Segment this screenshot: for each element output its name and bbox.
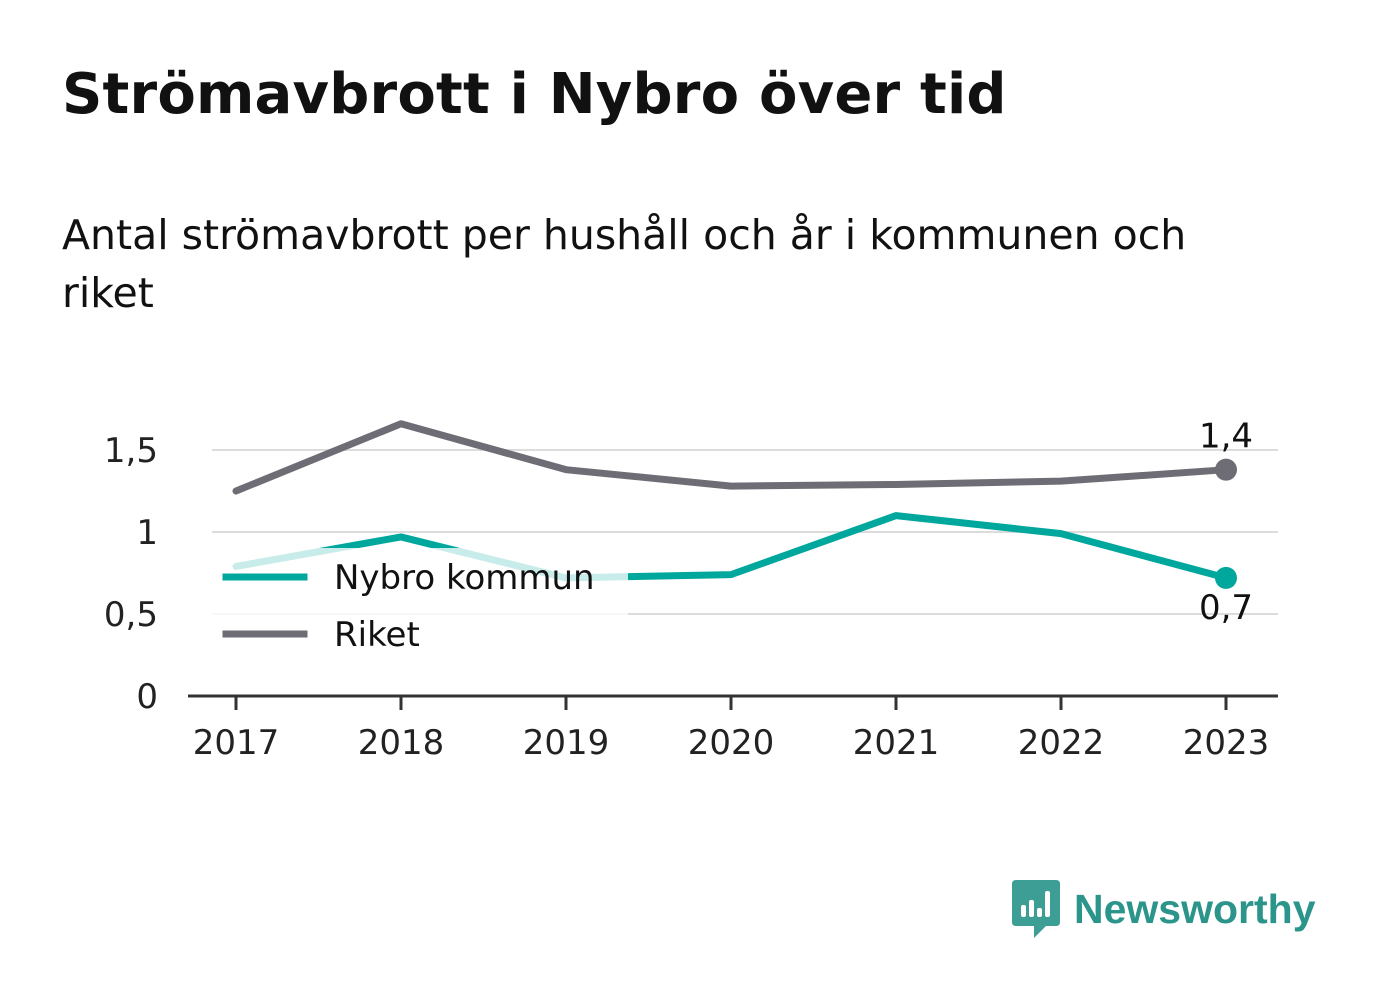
end-value-label: 0,7 — [1199, 588, 1253, 628]
x-tick-label: 2022 — [1018, 723, 1105, 763]
series-end-point — [1215, 458, 1237, 481]
newsworthy-brand: Newsworthy — [1010, 878, 1316, 940]
end-value-label: 1,4 — [1199, 417, 1253, 457]
chart-title: Strömavbrott i Nybro över tid — [62, 62, 1007, 127]
x-tick-label: 2017 — [193, 723, 280, 763]
x-axis — [188, 694, 1278, 710]
legend: Nybro kommun Riket — [200, 548, 628, 664]
x-tick-label: 2018 — [358, 723, 445, 763]
legend-label: Riket — [334, 615, 420, 655]
end-labels: 0,7 1,4 — [1199, 417, 1253, 628]
series-lines — [232, 420, 1237, 589]
newsworthy-logo-icon — [1012, 880, 1060, 938]
series-end-point — [1215, 566, 1237, 589]
x-tick-label: 2019 — [523, 723, 610, 763]
y-tick-label: 1,5 — [104, 431, 158, 471]
y-tick-label: 1 — [136, 513, 158, 553]
x-axis-tick-labels: 2017 2018 2019 2020 2021 2022 2023 — [193, 723, 1270, 763]
legend-label: Nybro kommun — [334, 558, 595, 598]
series-line-riket — [232, 420, 1230, 495]
y-tick-label: 0,5 — [104, 595, 158, 635]
x-tick-label: 2023 — [1183, 723, 1270, 763]
x-tick-label: 2020 — [688, 723, 775, 763]
legend-background — [200, 548, 628, 664]
chart-subtitle: Antal strömavbrott per hushåll och år i … — [62, 211, 1187, 317]
y-axis-tick-labels: 0 0,5 1 1,5 — [104, 431, 158, 717]
brand-name: Newsworthy — [1074, 885, 1316, 932]
series-line-nybro-kommun — [232, 512, 1230, 582]
x-tick-label: 2021 — [853, 723, 940, 763]
y-tick-label: 0 — [136, 677, 158, 717]
